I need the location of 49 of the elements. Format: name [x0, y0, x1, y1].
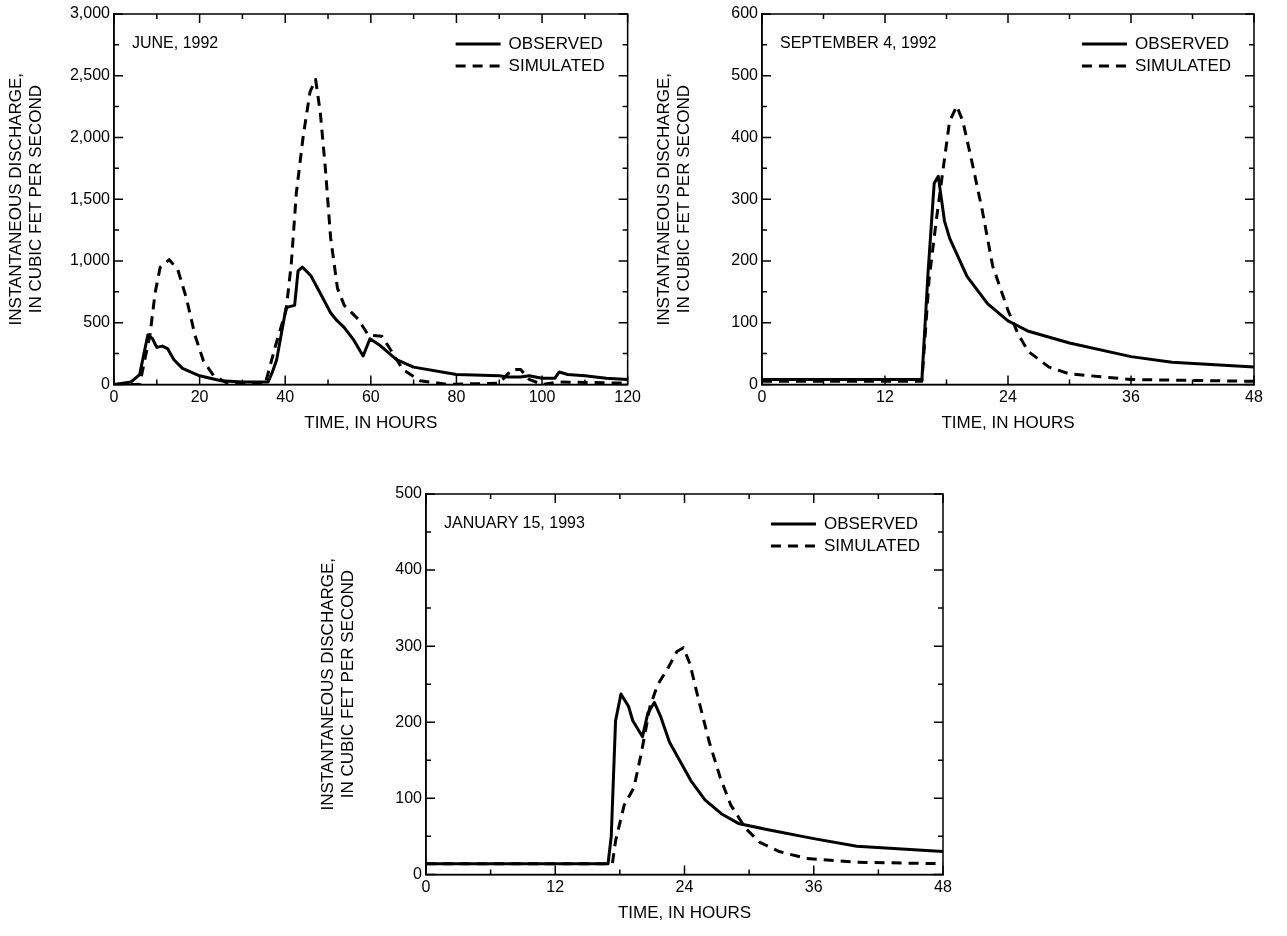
legend-label: SIMULATED [1134, 55, 1232, 75]
y-tick-label: 100 [731, 313, 759, 331]
y-tick-label: 500 [395, 484, 423, 502]
legend-label: SIMULATED [508, 55, 605, 75]
x-axis-title: TIME, IN HOURS [304, 413, 438, 433]
x-tick-label: 12 [546, 878, 565, 896]
y-tick-label: 1,500 [69, 189, 111, 207]
y-axis-title: INSTANTANEOUS DISCHARGE, IN CUBIC FET PER SECOND [653, 72, 694, 326]
legend-label: OBSERVED [823, 513, 919, 533]
y-tick-label: 600 [731, 4, 759, 22]
y-tick-label: 3,000 [69, 4, 111, 22]
y-tick-label: 100 [395, 788, 423, 806]
y-tick-label: 300 [731, 189, 759, 207]
y-tick-label: 1,000 [69, 251, 111, 269]
x-tick-label: 100 [528, 388, 556, 406]
y-tick-label: 200 [731, 251, 759, 269]
x-axis-title: TIME, IN HOURS [617, 903, 752, 923]
y-axis-title: INSTANTANEOUS DISCHARGE, IN CUBIC FET PER SECOND [5, 72, 46, 326]
legend-label: SIMULATED [823, 535, 921, 555]
text: SEPTEMBER 4, 1992 [780, 34, 937, 52]
y-tick-label: 500 [731, 66, 759, 84]
x-tick-label: 12 [876, 388, 894, 406]
y-tick-label: 2,500 [69, 66, 111, 84]
y-tick-label: 500 [83, 313, 111, 331]
x-tick-label: 48 [1245, 388, 1263, 406]
y-tick-label: 0 [413, 864, 423, 882]
x-tick-label: 60 [361, 388, 380, 406]
x-tick-label: 40 [276, 388, 295, 406]
y-tick-label: 200 [395, 712, 423, 730]
legend-label: OBSERVED [1134, 33, 1230, 53]
y-tick-label: 2,000 [69, 127, 111, 145]
y-tick-label: 400 [395, 560, 423, 578]
legend-label: OBSERVED [508, 33, 603, 53]
x-axis-title: TIME, IN HOURS [941, 413, 1075, 433]
y-axis-title: INSTANTANEOUS DISCHARGE, IN CUBIC FET PER SECOND [317, 557, 358, 811]
x-tick-label: 36 [804, 878, 823, 896]
x-tick-label: 24 [675, 878, 694, 896]
text: JANUARY 15, 1993 [444, 514, 585, 532]
x-tick-label: 80 [447, 388, 466, 406]
x-tick-label: 20 [190, 388, 209, 406]
y-tick-label: 0 [101, 374, 111, 392]
text: JUNE, 1992 [132, 34, 219, 52]
y-tick-label: 300 [395, 636, 423, 654]
x-tick-label: 120 [614, 388, 642, 406]
y-tick-label: 0 [749, 374, 759, 392]
x-tick-label: 36 [1122, 388, 1140, 406]
x-tick-label: 48 [934, 878, 952, 896]
x-tick-label: 24 [999, 388, 1017, 406]
y-tick-label: 400 [731, 127, 759, 145]
